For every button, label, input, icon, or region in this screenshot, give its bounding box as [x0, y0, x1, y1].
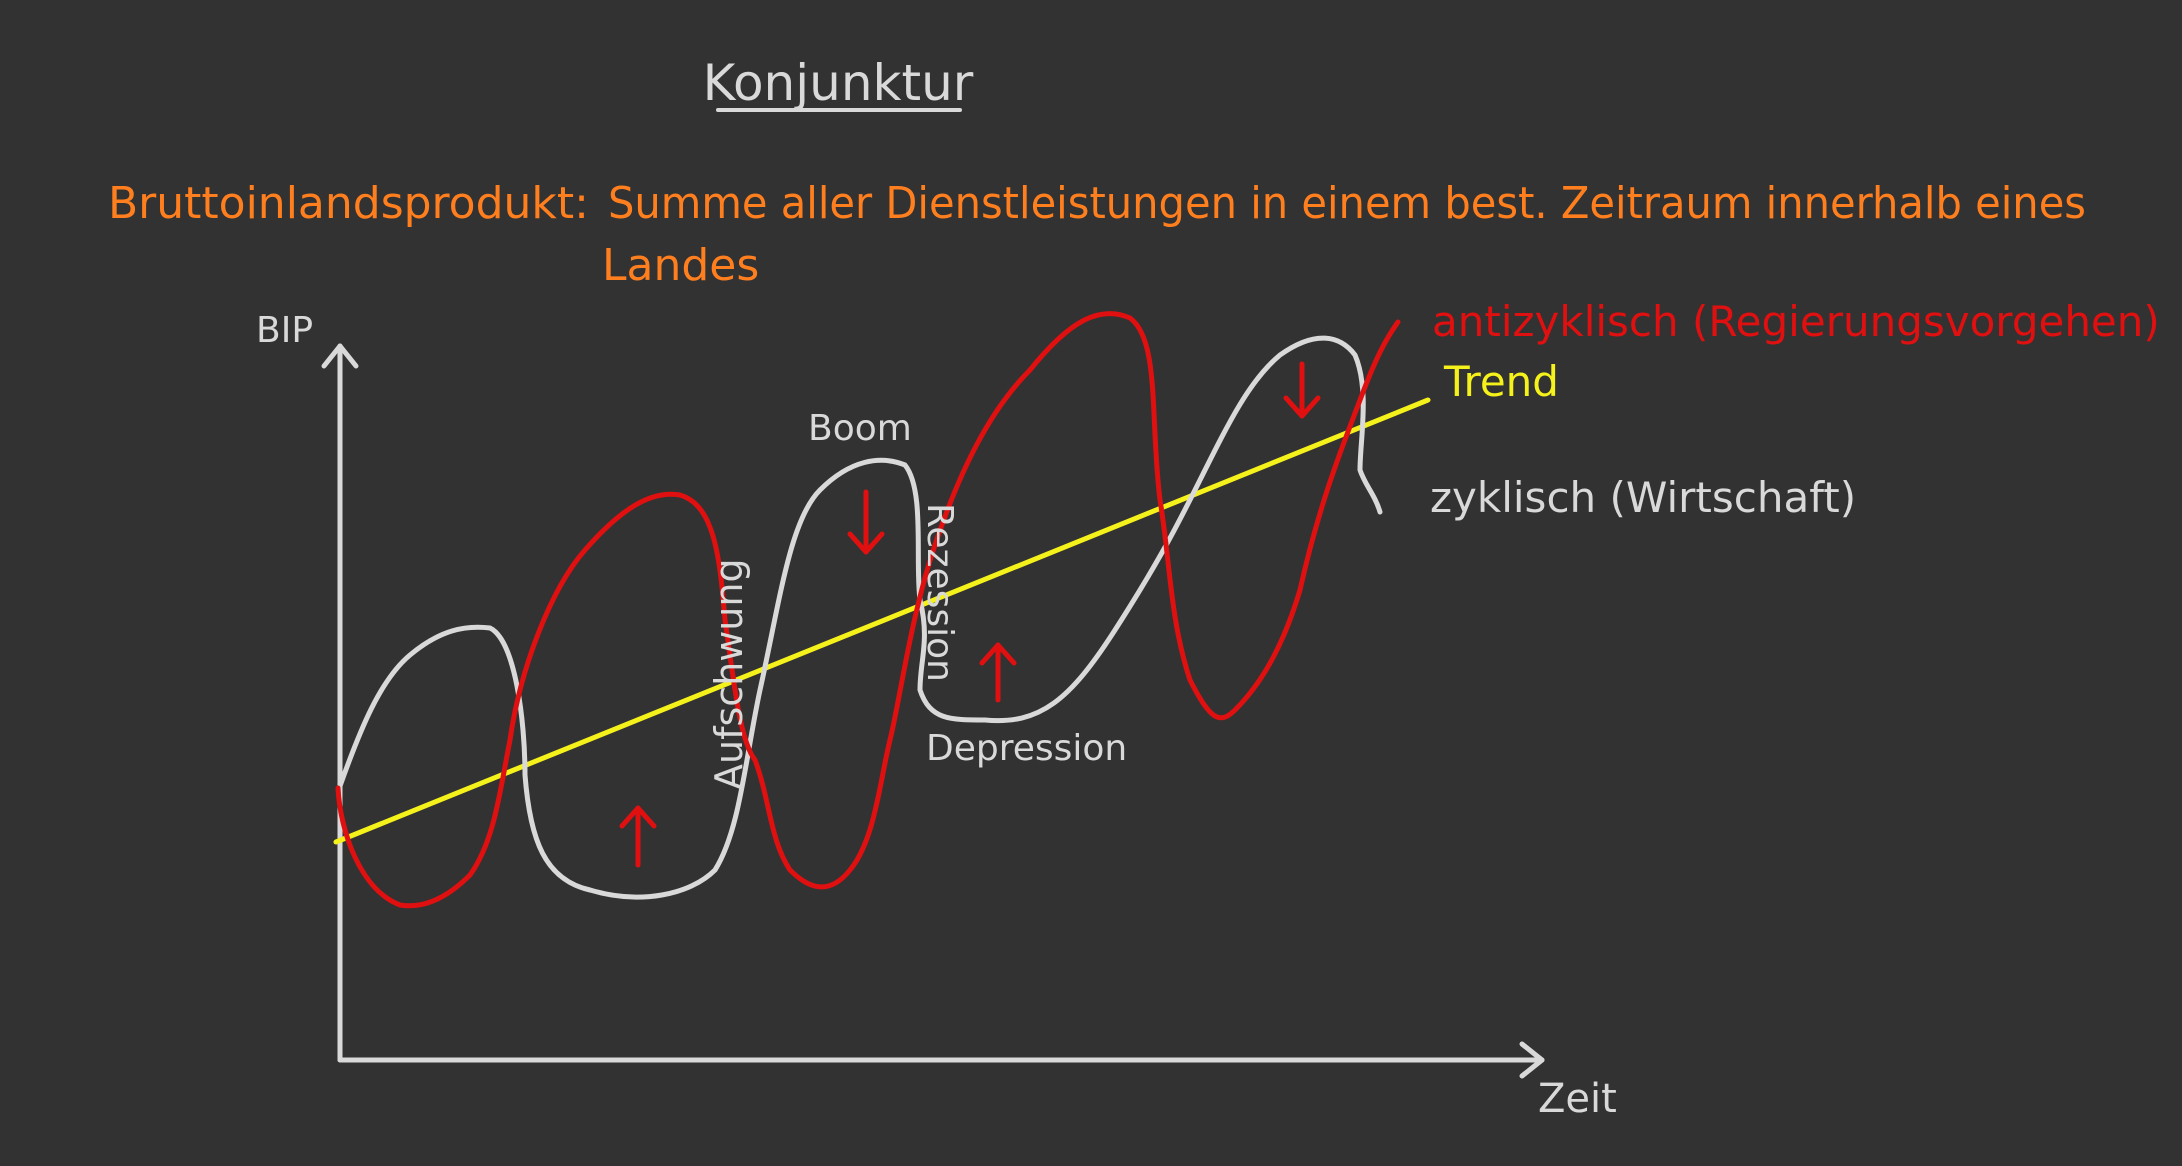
legend-cyclic: zyklisch (Wirtschaft): [1430, 473, 1856, 522]
definition-text-line2: Landes: [602, 240, 759, 291]
arrow-up-icon: [619, 805, 657, 868]
page-title: Konjunktur: [703, 54, 974, 112]
arrow-up-icon: [979, 642, 1017, 703]
cyclic-curve: [337, 335, 1383, 900]
definition-term: Bruttoinlandsprodukt:: [108, 178, 589, 229]
phase-label-recession: Rezession: [919, 503, 960, 682]
trend-line: [333, 397, 1431, 845]
definition-text-line1: Summe aller Dienstleistungen in einem be…: [608, 178, 2086, 229]
legend-trend: Trend: [1443, 357, 1559, 406]
legend-anticyclic: antizyklisch (Regierungsvorgehen): [1432, 297, 2160, 346]
y-axis: [321, 343, 359, 1063]
x-axis-label: Zeit: [1538, 1076, 1617, 1122]
y-axis-arrow-icon: [321, 343, 359, 369]
x-axis-arrow-icon: [1519, 1041, 1545, 1079]
anticyclic-curve: [335, 311, 1401, 909]
x-axis: [337, 1041, 1545, 1079]
phase-label-upswing: Aufschwung: [707, 558, 751, 790]
arrow-down-icon: [1283, 361, 1321, 419]
arrow-down-icon: [847, 489, 885, 555]
phase-label-depression: Depression: [926, 728, 1127, 769]
y-axis-label: BIP: [256, 310, 313, 351]
phase-label-boom: Boom: [808, 408, 912, 449]
